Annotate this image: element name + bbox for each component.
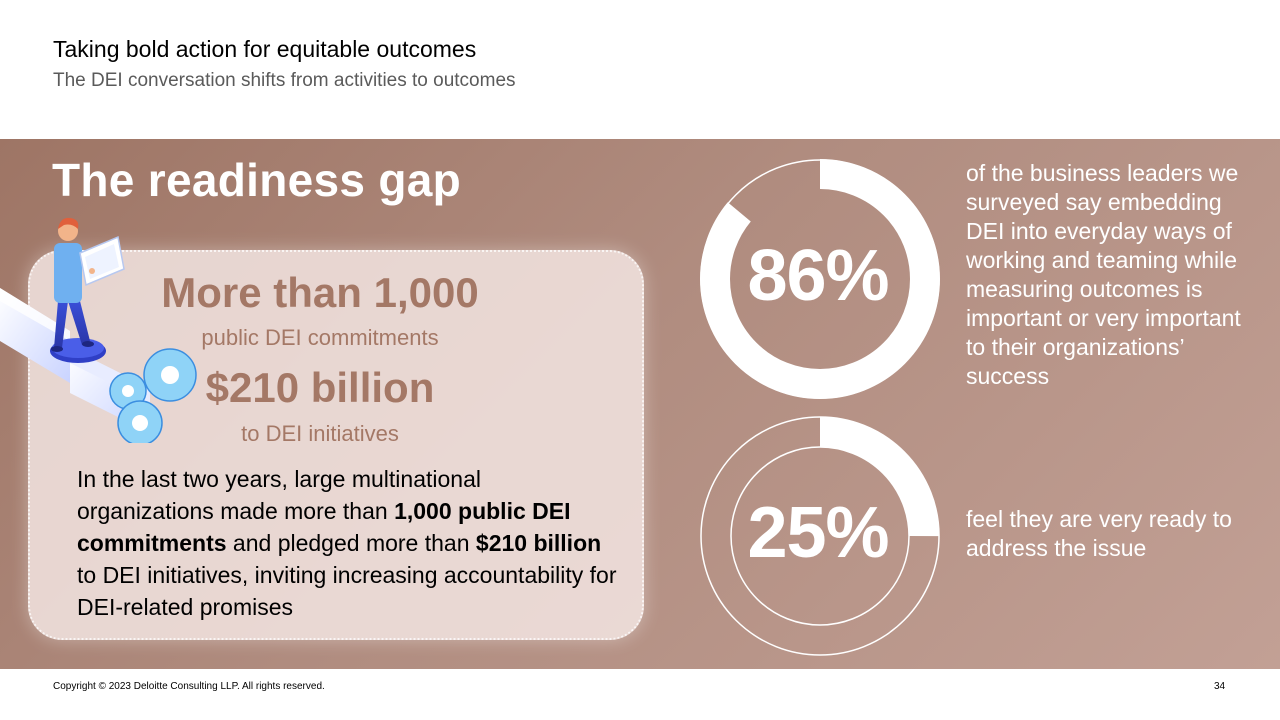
donut-arc-86 bbox=[700, 159, 940, 399]
page-number: 34 bbox=[1214, 681, 1226, 692]
commitments-description: In the last two years, large multination… bbox=[77, 463, 617, 623]
commitments-card bbox=[28, 250, 644, 640]
page-subtitle: The DEI conversation shifts from activit… bbox=[53, 70, 516, 91]
description-bold-1: 1,000 public DEI commitments bbox=[77, 498, 571, 556]
description-text-3: to DEI initiatives, inviting increasing … bbox=[77, 562, 617, 620]
description-text-2: and pledged more than bbox=[226, 530, 476, 556]
donut-chart-86 bbox=[700, 159, 940, 399]
donut-chart-25 bbox=[700, 416, 940, 656]
readiness-gap-panel: The readiness gap More than 1,000 public… bbox=[0, 139, 1280, 669]
page-title: Taking bold action for equitable outcome… bbox=[53, 36, 477, 62]
donut-value-25: 25% bbox=[747, 493, 889, 573]
commitments-value: More than 1,000 bbox=[161, 269, 479, 316]
commitments-label: public DEI commitments bbox=[201, 325, 439, 350]
funding-label: to DEI initiatives bbox=[241, 421, 399, 446]
footer-copyright: Copyright © 2023 Deloitte Consulting LLP… bbox=[53, 681, 325, 692]
donut-value-86: 86% bbox=[747, 236, 889, 316]
section-title: The readiness gap bbox=[52, 154, 462, 206]
funding-value: $210 billion bbox=[205, 364, 435, 411]
donut-description-25: feel they are very ready to address the … bbox=[966, 506, 1232, 561]
description-bold-2: $210 billion bbox=[475, 530, 602, 556]
donut-description-86: of the business leaders we surveyed say … bbox=[966, 160, 1241, 389]
donut-arc-25 bbox=[701, 417, 939, 655]
description-text-1: In the last two years, large multination… bbox=[77, 466, 481, 524]
person-with-gears-illustration bbox=[0, 217, 197, 443]
